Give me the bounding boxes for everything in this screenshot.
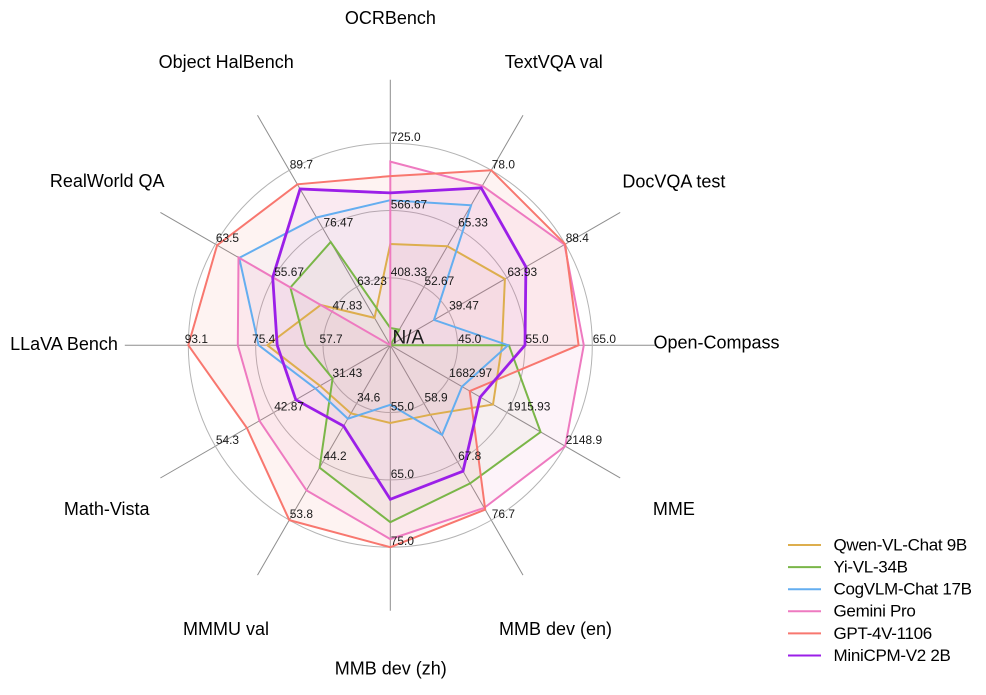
- svg-text:RealWorld QA: RealWorld QA: [50, 171, 165, 191]
- svg-text:Math-Vista: Math-Vista: [64, 499, 151, 519]
- svg-text:1915.93: 1915.93: [507, 400, 550, 414]
- svg-text:MMB dev (en): MMB dev (en): [499, 619, 612, 639]
- svg-text:GPT-4V-1106: GPT-4V-1106: [834, 624, 932, 643]
- svg-text:47.83: 47.83: [333, 299, 363, 313]
- svg-text:54.3: 54.3: [216, 433, 240, 447]
- svg-text:65.0: 65.0: [391, 467, 415, 481]
- svg-text:Object HalBench: Object HalBench: [159, 52, 294, 72]
- svg-text:55.0: 55.0: [391, 400, 415, 414]
- svg-text:45.0: 45.0: [458, 332, 482, 346]
- svg-text:58.9: 58.9: [425, 391, 449, 405]
- svg-text:OCRBench: OCRBench: [345, 8, 436, 28]
- svg-text:57.7: 57.7: [320, 332, 344, 346]
- svg-text:2148.9: 2148.9: [566, 433, 603, 447]
- svg-text:89.7: 89.7: [290, 157, 314, 171]
- svg-text:566.67: 566.67: [391, 198, 428, 212]
- svg-text:CogVLM-Chat 17B: CogVLM-Chat 17B: [834, 580, 972, 599]
- svg-text:MiniCPM-V2 2B: MiniCPM-V2 2B: [834, 646, 951, 665]
- svg-text:N/A: N/A: [393, 328, 425, 349]
- svg-text:75.4: 75.4: [252, 332, 276, 346]
- svg-text:75.0: 75.0: [391, 534, 415, 548]
- svg-text:76.7: 76.7: [492, 507, 516, 521]
- svg-text:78.0: 78.0: [492, 157, 516, 171]
- svg-text:31.43: 31.43: [333, 366, 363, 380]
- svg-text:53.8: 53.8: [290, 507, 314, 521]
- svg-text:63.23: 63.23: [357, 274, 387, 288]
- svg-text:DocVQA test: DocVQA test: [622, 172, 725, 192]
- svg-text:55.0: 55.0: [526, 332, 550, 346]
- svg-text:Gemini Pro: Gemini Pro: [834, 602, 916, 621]
- svg-text:39.47: 39.47: [449, 299, 479, 313]
- svg-text:MMMU val: MMMU val: [183, 619, 269, 639]
- svg-text:MMB dev (zh): MMB dev (zh): [335, 658, 447, 678]
- svg-text:MME: MME: [653, 499, 695, 519]
- svg-text:76.47: 76.47: [324, 216, 354, 230]
- svg-text:42.87: 42.87: [274, 400, 304, 414]
- svg-text:Yi-VL-34B: Yi-VL-34B: [834, 558, 908, 577]
- svg-text:408.33: 408.33: [391, 265, 428, 279]
- svg-text:1682.97: 1682.97: [449, 366, 492, 380]
- svg-text:34.6: 34.6: [357, 391, 381, 405]
- svg-text:TextVQA val: TextVQA val: [505, 52, 603, 72]
- svg-text:52.67: 52.67: [425, 274, 455, 288]
- svg-text:88.4: 88.4: [566, 231, 590, 245]
- svg-text:63.5: 63.5: [216, 231, 240, 245]
- svg-text:55.67: 55.67: [274, 265, 304, 279]
- svg-text:65.0: 65.0: [593, 332, 617, 346]
- svg-text:65.33: 65.33: [458, 216, 488, 230]
- svg-text:Qwen-VL-Chat 9B: Qwen-VL-Chat 9B: [834, 535, 967, 554]
- svg-text:LLaVA Bench: LLaVA Bench: [10, 334, 118, 354]
- svg-text:725.0: 725.0: [391, 130, 421, 144]
- svg-text:Open-Compass: Open-Compass: [653, 332, 779, 352]
- svg-text:63.93: 63.93: [507, 265, 537, 279]
- svg-text:93.1: 93.1: [185, 332, 209, 346]
- svg-text:67.8: 67.8: [458, 449, 482, 463]
- svg-text:44.2: 44.2: [324, 449, 348, 463]
